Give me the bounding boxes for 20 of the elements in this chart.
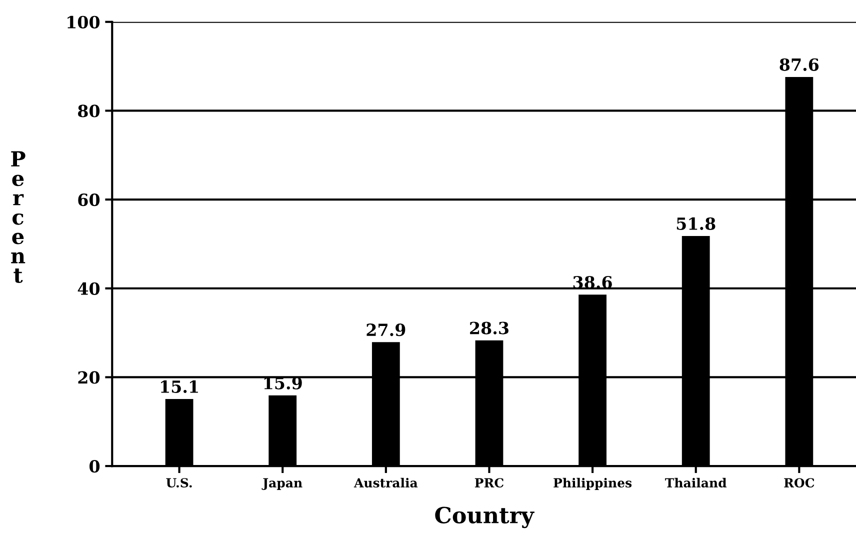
- data-label: 51.8: [676, 217, 716, 230]
- x-tick-label: Japan: [262, 478, 302, 490]
- y-tick-label: 100: [68, 16, 100, 28]
- x-tick-label: Philippines: [554, 478, 632, 490]
- x-tick-label: ROC: [784, 478, 814, 488]
- y-tick-label: 80: [78, 104, 100, 118]
- y-tick-label: 40: [78, 282, 100, 295]
- data-label: 87.6: [780, 58, 819, 71]
- y-tick-label: 60: [78, 194, 100, 206]
- x-tick-label: Australia: [354, 478, 418, 488]
- y-axis-title: Percent: [11, 151, 26, 283]
- x-tick-label: PRC: [474, 478, 504, 488]
- data-label: 27.9: [366, 324, 406, 336]
- x-axis-title: Country: [435, 506, 534, 528]
- x-tick-label: Thailand: [665, 478, 727, 488]
- x-tick-label: U.S.: [166, 478, 192, 488]
- data-label: 28.3: [470, 322, 508, 334]
- data-label: 15.1: [161, 380, 198, 393]
- y-tick-label: 20: [78, 371, 100, 384]
- y-tick-label: 0: [90, 460, 100, 473]
